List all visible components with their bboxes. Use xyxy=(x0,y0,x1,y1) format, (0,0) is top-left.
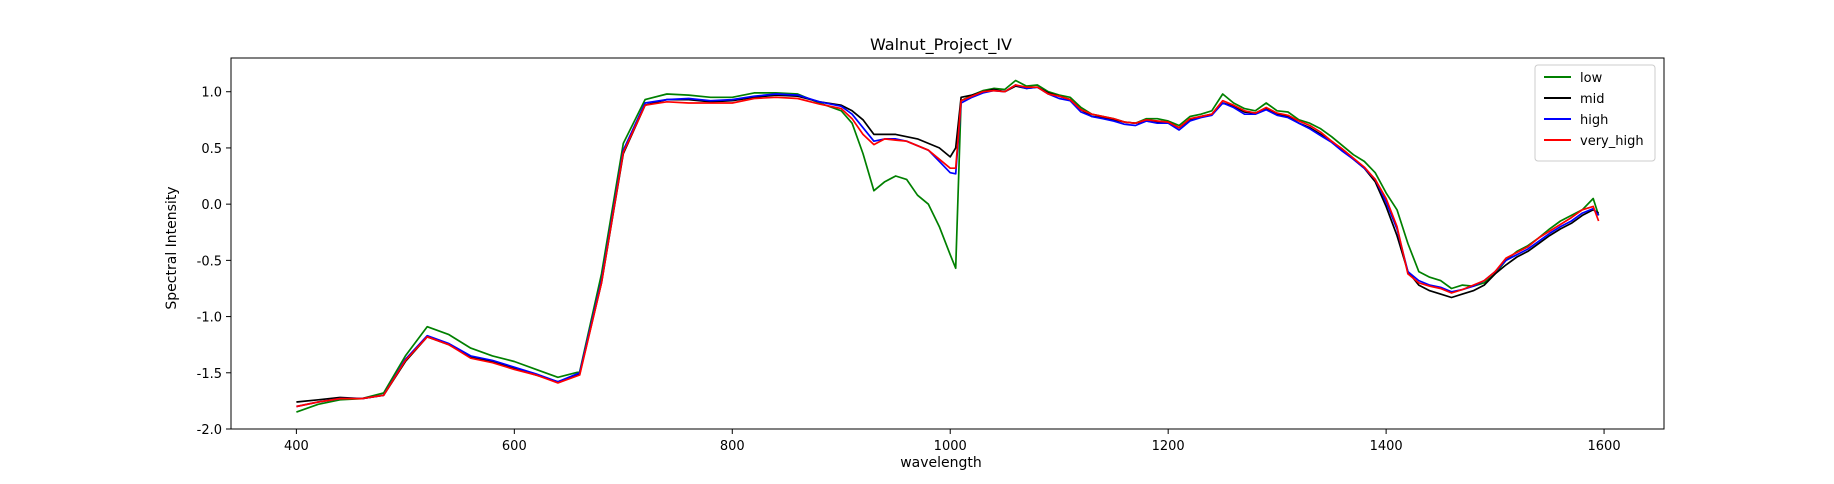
series-layer xyxy=(296,79,1600,413)
legend-box xyxy=(1534,64,1656,162)
x-tick-label: 1200 xyxy=(1152,439,1185,454)
legend-label: very_high xyxy=(1580,134,1644,149)
legend: low mid high very_high xyxy=(1534,64,1656,162)
legend-label: high xyxy=(1580,113,1608,128)
y-tick-label: -2.0 xyxy=(197,423,222,438)
y-tick-label: 0.0 xyxy=(201,198,222,213)
legend-label: mid xyxy=(1580,92,1605,107)
y-tick-label: -1.0 xyxy=(197,311,222,326)
x-tick-label: 1600 xyxy=(1588,439,1621,454)
y-axis-label: Spectral Intensity xyxy=(164,186,180,309)
x-tick-label: 600 xyxy=(502,439,527,454)
y-tick-label: 1.0 xyxy=(201,86,222,101)
series-line-high xyxy=(296,84,1600,408)
y-tick-label: -0.5 xyxy=(197,254,222,269)
x-tick-label: 400 xyxy=(284,439,309,454)
chart-title: Walnut_Project_IV xyxy=(870,35,1012,55)
series-line-very-high xyxy=(296,84,1600,408)
series-line-low xyxy=(296,79,1600,413)
y-axis: -2.0 -1.5 -1.0 -0.5 0.0 0.5 1.0 xyxy=(197,86,231,438)
plot-frame xyxy=(230,57,1665,430)
x-axis-label: wavelength xyxy=(900,455,982,471)
x-axis: 400 600 800 1000 1200 1400 1600 xyxy=(284,429,1621,454)
x-tick-label: 800 xyxy=(720,439,745,454)
x-tick-label: 1400 xyxy=(1370,439,1403,454)
y-tick-label: 0.5 xyxy=(201,142,222,157)
x-tick-label: 1000 xyxy=(934,439,967,454)
y-tick-label: -1.5 xyxy=(197,367,222,382)
legend-label: low xyxy=(1580,71,1603,86)
